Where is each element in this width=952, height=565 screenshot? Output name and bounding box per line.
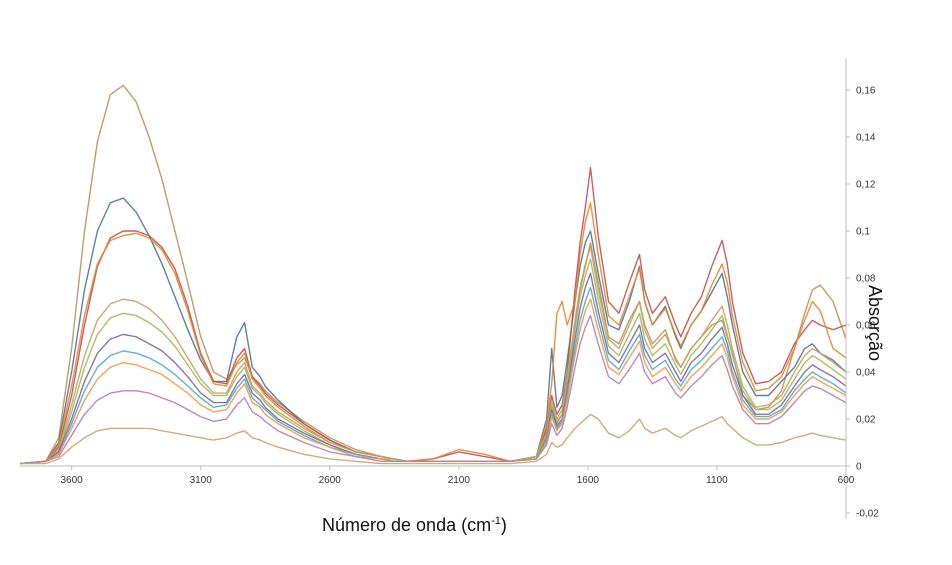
series-line-11 <box>20 413 847 465</box>
x-tick-label: 3600 <box>61 475 84 486</box>
y-tick-label: 0,04 <box>856 368 876 379</box>
y-axis-ticks: -0,02 0 0,02 0,04 0,06 0,08 0,1 0,12 0,14 0,16 <box>846 86 879 520</box>
x-tick-label: 2100 <box>448 475 471 486</box>
series-line-3 <box>19 166 847 465</box>
y-axis-title: Absorção <box>865 285 885 362</box>
y-tick-label: 0,02 <box>856 415 876 426</box>
y-tick-label: 0 <box>856 462 862 473</box>
y-tick-label: 0,08 <box>856 274 876 285</box>
series-line-9 <box>19 298 847 465</box>
x-tick-label: 1100 <box>706 475 728 486</box>
series-line-8 <box>19 286 847 465</box>
x-axis-title-tail: ) <box>500 515 507 535</box>
x-tick-label: 2600 <box>319 475 342 486</box>
series-line-6 <box>19 258 847 465</box>
x-tick-label: 1600 <box>577 475 600 486</box>
y-tick-label: 0,14 <box>856 133 876 144</box>
x-axis-title: Número de onda (cm-1) <box>322 515 507 536</box>
series-line-4 <box>19 202 847 465</box>
y-tick-label: 0,12 <box>856 180 876 191</box>
series-group <box>19 84 847 465</box>
x-axis-title-main: Número de onda (cm <box>322 515 492 535</box>
y-tick-label: -0,02 <box>856 509 879 520</box>
x-tick-label: 3100 <box>190 475 213 486</box>
y-tick-label: 0,1 <box>856 227 870 238</box>
x-axis-ticks: 3600 3100 2600 2100 1600 1100 600 <box>61 466 855 486</box>
y-tick-label: 0,16 <box>856 86 876 97</box>
series-line-2 <box>19 197 847 465</box>
series-line-10 <box>19 314 847 465</box>
x-axis-title-sup: -1 <box>491 515 501 527</box>
y-tick-label: 0,06 <box>856 321 876 332</box>
x-tick-label: 600 <box>838 475 855 486</box>
